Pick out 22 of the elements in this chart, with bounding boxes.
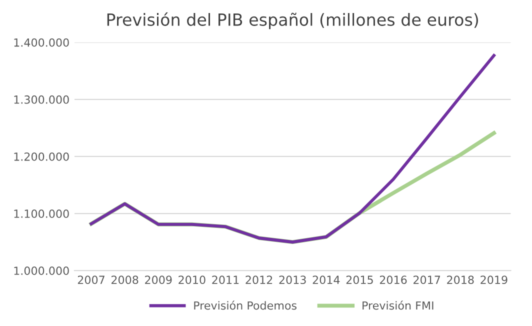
x-tick-label: 2008 bbox=[111, 276, 138, 284]
x-tick-label: 2012 bbox=[246, 276, 272, 284]
x-tick-label: 2014 bbox=[312, 276, 340, 284]
legend-label: Previsión Podemos bbox=[194, 300, 297, 310]
x-tick-label: 2011 bbox=[212, 276, 239, 284]
y-tick-label: 1.200.000 bbox=[14, 152, 69, 161]
line-series bbox=[90, 54, 496, 244]
x-tick-label: 2015 bbox=[346, 276, 373, 284]
y-tick-label: 1.400.000 bbox=[14, 38, 69, 47]
y-tick-label: 1.300.000 bbox=[14, 95, 69, 104]
x-tick-label: 2017 bbox=[414, 276, 440, 284]
legend-label: Previsión FMI bbox=[362, 300, 434, 310]
x-tick-label: 2013 bbox=[279, 276, 306, 284]
x-tick-label: 2019 bbox=[480, 276, 508, 284]
chart-title: Previsión del PIB español (millones de euros) bbox=[107, 12, 478, 30]
x-tick-label: 2018 bbox=[447, 276, 474, 284]
x-tick-label: 2016 bbox=[380, 276, 407, 284]
x-tick-label: 2009 bbox=[145, 276, 172, 284]
y-tick-label: 1.000.000 bbox=[14, 266, 69, 275]
x-tick-label: 2007 bbox=[78, 276, 104, 284]
x-tick-label: 2010 bbox=[178, 276, 206, 284]
y-tick-label: 1.100.000 bbox=[14, 210, 69, 218]
